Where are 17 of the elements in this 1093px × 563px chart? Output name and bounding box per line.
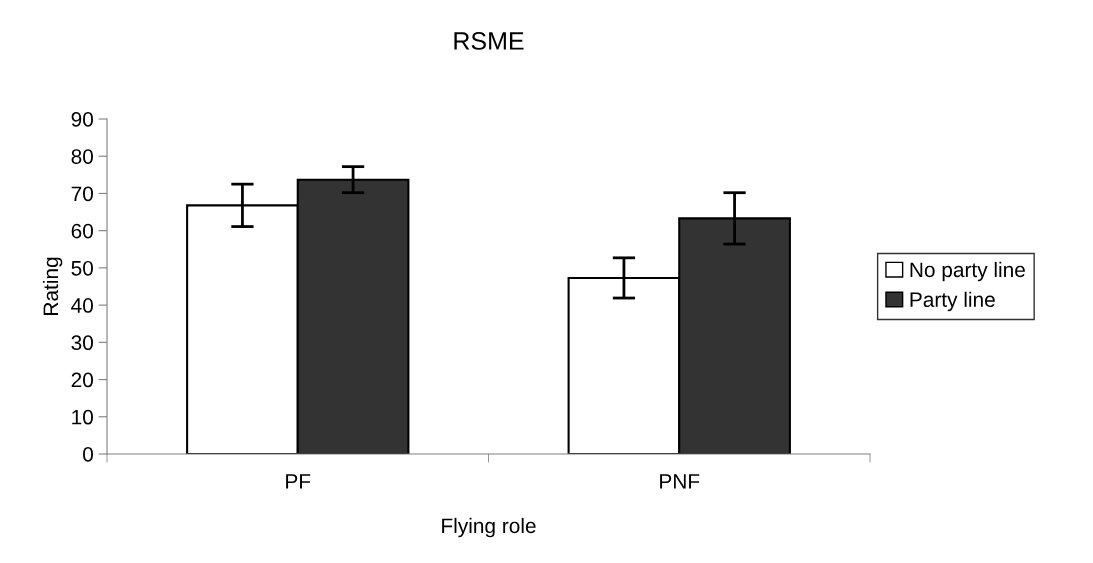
y-tick-label: 60	[71, 223, 93, 239]
x-tick-label: PNF	[660, 474, 700, 489]
y-tick-label: 10	[72, 409, 93, 425]
x-tick-label: PF	[286, 474, 311, 489]
x-axis-title: Flying role	[442, 517, 536, 538]
y-tick-label: 40	[71, 298, 93, 313]
legend-label: No party line	[910, 261, 1025, 282]
y-tick-label: 90	[71, 112, 93, 127]
legend-label: Party line	[910, 291, 995, 312]
y-tick-label: 30	[71, 335, 93, 351]
chart-title: RSME	[454, 32, 524, 50]
y-tick-label: 20	[71, 372, 93, 388]
y-tick-label: 0	[83, 447, 93, 462]
y-tick-label: 70	[71, 186, 93, 202]
y-tick-label: 50	[71, 260, 93, 276]
y-tick-label: 80	[71, 149, 93, 164]
y-axis-title: Rating	[42, 257, 63, 315]
